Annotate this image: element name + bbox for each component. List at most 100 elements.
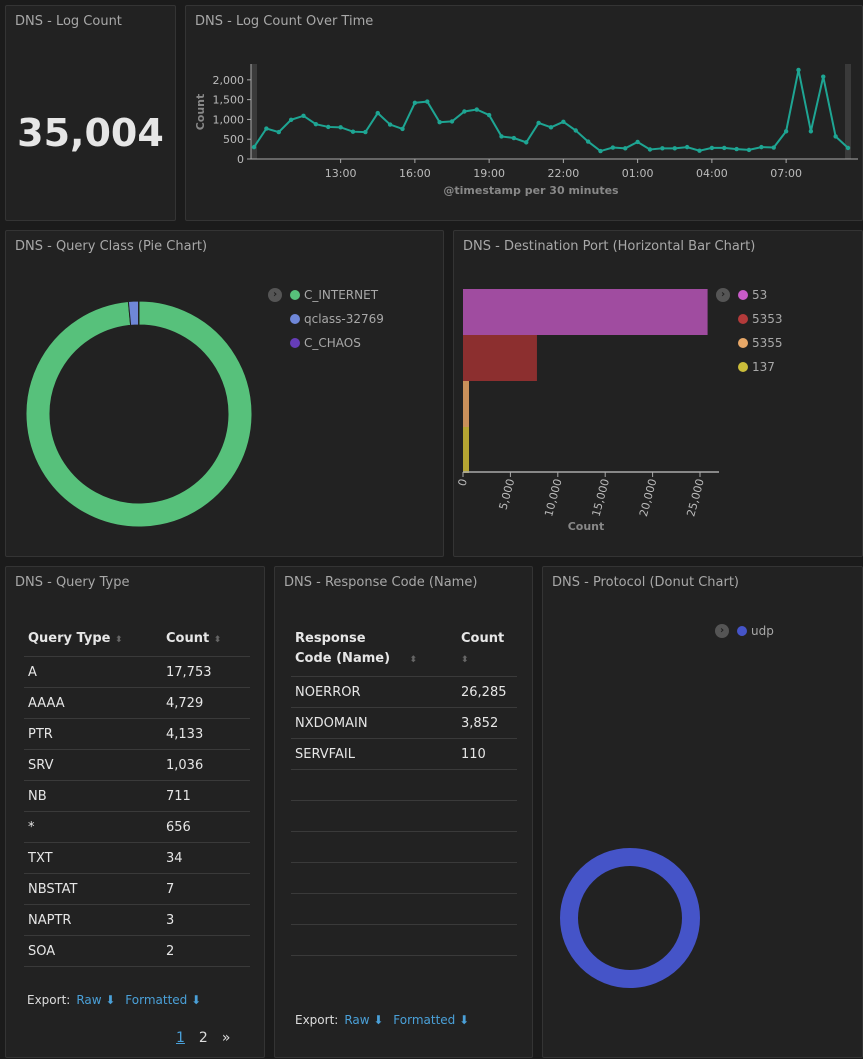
value-cell: SRV xyxy=(24,750,162,781)
data-point xyxy=(512,136,516,140)
export-links: Export:Raw ⬇ Formatted ⬇ xyxy=(27,993,201,1007)
export-formatted-link[interactable]: Formatted ⬇ xyxy=(393,1013,469,1027)
count-cell: 26,285 xyxy=(457,677,517,708)
panel-log-count: DNS - Log Count 35,004 xyxy=(5,5,176,221)
sort-icon[interactable]: ⬍ xyxy=(115,635,123,645)
sort-icon[interactable]: ⬍ xyxy=(214,635,222,645)
panel-response-code: DNS - Response Code (Name) Response Code… xyxy=(274,566,533,1058)
data-point xyxy=(722,146,726,150)
header-label: Response Code (Name) xyxy=(295,629,405,669)
legend-item[interactable]: C_CHAOS xyxy=(268,331,384,355)
legend-color-dot xyxy=(290,290,300,300)
export-raw-link[interactable]: Raw ⬇ xyxy=(344,1013,383,1027)
empty-row xyxy=(291,894,517,925)
x-tick-label: 25,000 xyxy=(684,477,707,518)
data-point xyxy=(487,113,491,117)
data-point xyxy=(821,74,825,78)
value-cell: NAPTR xyxy=(24,905,162,936)
next-page[interactable]: » xyxy=(222,1030,231,1046)
legend-item[interactable]: ›udp xyxy=(715,619,774,643)
legend-item[interactable]: 5353 xyxy=(716,307,783,331)
legend-label: qclass-32769 xyxy=(304,312,384,326)
data-point xyxy=(846,146,850,150)
legend-label: 5355 xyxy=(752,336,783,350)
download-icon: ⬇ xyxy=(459,1013,469,1027)
count-cell: 4,729 xyxy=(162,688,250,719)
count-cell: 17,753 xyxy=(162,657,250,688)
column-header-query-type[interactable]: Query Type ⬍ xyxy=(24,623,162,657)
export-label: Export: xyxy=(295,1013,338,1027)
data-point xyxy=(673,146,677,150)
legend-item[interactable]: ›53 xyxy=(716,283,783,307)
count-cell: 3 xyxy=(162,905,250,936)
y-axis-label: Count xyxy=(194,94,207,131)
download-icon: ⬇ xyxy=(191,993,201,1007)
panel-query-class: DNS - Query Class (Pie Chart) ›C_INTERNE… xyxy=(5,230,444,557)
legend-item[interactable]: 137 xyxy=(716,355,783,379)
log-count-metric: 35,004 xyxy=(6,111,175,155)
pie-slice xyxy=(569,857,691,979)
legend: ›53 5353 5355 137 xyxy=(716,283,783,379)
legend-item[interactable]: qclass-32769 xyxy=(268,307,384,331)
header-label: Query Type xyxy=(28,631,110,646)
count-cell: 4,133 xyxy=(162,719,250,750)
data-point xyxy=(413,101,417,105)
legend-label: 5353 xyxy=(752,312,783,326)
header-label: Count xyxy=(461,631,504,646)
export-links: Export: Raw ⬇ Formatted ⬇ xyxy=(295,1013,469,1027)
y-tick-label: 0 xyxy=(237,153,244,166)
page-1[interactable]: 1 xyxy=(176,1030,185,1046)
download-icon: ⬇ xyxy=(105,993,115,1007)
column-header-response-code[interactable]: Response Code (Name) ⬍ xyxy=(291,623,457,677)
pie-chart[interactable] xyxy=(6,231,445,558)
data-point xyxy=(648,147,652,151)
legend: › C_INTERNET qclass-32769 C_CHAOS xyxy=(268,283,384,355)
x-tick-label: 01:00 xyxy=(622,167,654,180)
legend-label: C_INTERNET xyxy=(304,288,378,302)
legend-toggle-icon[interactable]: › xyxy=(715,624,729,638)
x-tick-label: 20,000 xyxy=(637,477,660,518)
x-tick-label: 5,000 xyxy=(497,477,518,511)
legend-color-dot xyxy=(290,338,300,348)
legend-toggle-icon[interactable]: › xyxy=(268,288,282,302)
x-tick-label: 16:00 xyxy=(399,167,431,180)
legend-item[interactable]: › C_INTERNET xyxy=(268,283,384,307)
legend-color-dot xyxy=(738,338,748,348)
column-header-count[interactable]: Count ⬍ xyxy=(457,623,517,677)
panel-protocol: DNS - Protocol (Donut Chart) ›udp xyxy=(542,566,863,1058)
header-label: Count xyxy=(166,631,209,646)
sort-icon[interactable]: ⬍ xyxy=(461,655,469,665)
empty-row xyxy=(291,770,517,801)
data-point xyxy=(450,119,454,123)
donut-chart[interactable] xyxy=(543,567,863,1059)
data-point xyxy=(338,125,342,129)
legend-toggle-icon[interactable]: › xyxy=(716,288,730,302)
sort-icon[interactable]: ⬍ xyxy=(410,655,418,665)
y-tick-label: 1,000 xyxy=(213,113,245,126)
data-point xyxy=(536,121,540,125)
bar xyxy=(463,289,708,335)
data-point xyxy=(252,145,256,149)
empty-row xyxy=(291,925,517,956)
column-header-count[interactable]: Count ⬍ xyxy=(162,623,250,657)
legend-item[interactable]: 5355 xyxy=(716,331,783,355)
export-raw-link[interactable]: Raw ⬇ xyxy=(76,993,115,1007)
count-cell: 110 xyxy=(457,739,517,770)
x-tick-label: 13:00 xyxy=(325,167,357,180)
page-2[interactable]: 2 xyxy=(199,1030,208,1046)
data-point xyxy=(376,111,380,115)
data-point xyxy=(437,120,441,124)
empty-row xyxy=(291,832,517,863)
export-formatted-link[interactable]: Formatted ⬇ xyxy=(125,993,201,1007)
value-cell: NB xyxy=(24,781,162,812)
data-point xyxy=(462,109,466,113)
